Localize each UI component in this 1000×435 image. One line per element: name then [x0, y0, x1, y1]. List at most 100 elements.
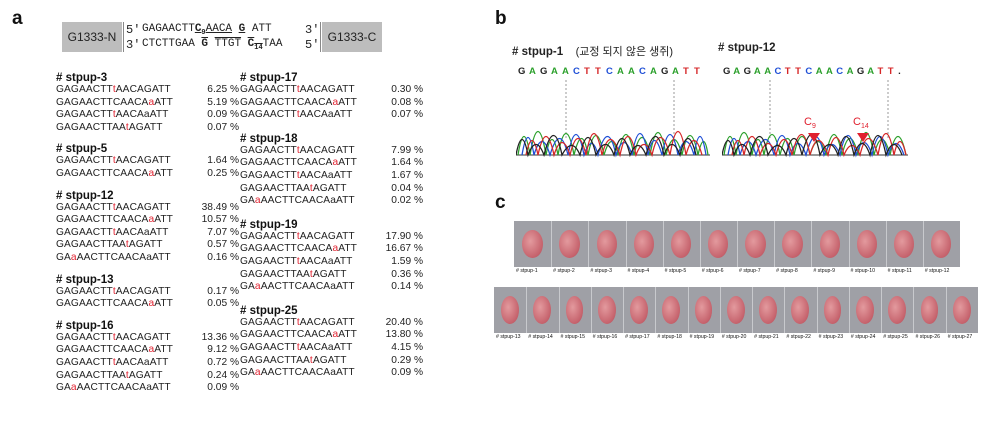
pup-photo: [759, 296, 777, 324]
pup-photo: [745, 230, 766, 258]
pup-label: # stpup-15: [560, 334, 586, 340]
allele-frequency: 0.36 %: [391, 268, 423, 280]
allele-row: GAaAACTTCAACAaATT 0.09 %: [56, 382, 241, 395]
pup-label: # stpup-16: [592, 334, 618, 340]
pup-labels-row-2: # stpup-13 # stpup-14 # stpup-15 # stpup-16…: [494, 334, 978, 342]
pup-photo: [920, 296, 939, 324]
top-5prime: 5': [126, 23, 141, 37]
group-title: # stpup-18: [240, 132, 298, 145]
pup-label: # stpup-1: [516, 268, 538, 274]
mutation-group: # stpup-5 GAGAACTTtAACAGATT 1.64 % GAGAACTT…: [56, 143, 241, 180]
allele-sequence: GAGAACTTCAACAaATT: [56, 167, 174, 179]
allele-frequency: 0.14 %: [391, 281, 423, 293]
top-strand-seq: GAGAACTTC9AACA G ATT: [142, 23, 272, 38]
allele-sequence: GAGAACTTAAtAGATT: [240, 182, 347, 194]
base-call: T: [683, 66, 689, 77]
allele-row: GAGAACTTAAtAGATT 0.29 %: [240, 355, 425, 368]
allele-frequency: 0.29 %: [391, 354, 423, 366]
pup-photo: [596, 230, 617, 258]
top-3prime: 3': [305, 23, 320, 37]
pup-photo: [823, 296, 842, 324]
base-call: A: [815, 66, 823, 77]
group-title: # stpup-13: [56, 273, 114, 286]
allele-row: GAGAACTTAAtAGATT 0.24 %: [56, 370, 241, 383]
group-title: # stpup-16: [56, 319, 114, 332]
allele-row: GAGAACTTtAACAaATT 7.07 %: [56, 227, 241, 240]
allele-sequence: GAaAACTTCAACAaATT: [240, 367, 355, 379]
base-call: .: [898, 66, 901, 77]
pup-photo: [893, 230, 915, 258]
allele-row: GAGAACTTtAACAGATT 1.64 %: [56, 155, 241, 168]
allele-frequency: 0.07 %: [207, 121, 239, 133]
allele-row: GAaAACTTCAACAaATT 0.16 %: [56, 252, 241, 265]
allele-sequence: GAGAACTTCAACAaATT: [56, 214, 174, 226]
allele-sequence: GAGAACTTtAACAGATT: [240, 316, 355, 328]
group-title: # stpup-12: [56, 189, 114, 202]
group-title: # stpup-3: [56, 72, 108, 84]
pup-label: # stpup-9: [813, 268, 835, 274]
allele-row: GAGAACTTCAACAaATT 1.64 %: [240, 157, 425, 170]
base-call: A: [617, 66, 624, 77]
groups-right-column: # stpup-17 GAGAACTTtAACAGATT 0.30 % GAGAACT…: [240, 72, 425, 391]
mutation-group: # stpup-16 GAGAACTTtAACAGATT 13.36 % GAGAAC…: [56, 320, 241, 395]
allele-frequency: 0.57 %: [207, 239, 239, 251]
base-call: C: [774, 66, 782, 77]
base-call: G: [540, 66, 548, 77]
allele-sequence: GAGAACTTtAACAGATT: [240, 144, 355, 156]
pup-photo-row-1: [514, 221, 960, 267]
allele-frequency: 1.64 %: [207, 155, 239, 167]
mutation-group: # stpup-13 GAGAACTTtAACAGATT 0.17 % GAGAACT…: [56, 274, 241, 311]
pup-photo: [533, 296, 552, 324]
allele-frequency: 0.16 %: [207, 251, 239, 263]
allele-row: GAGAACTTCAACAaATT 9.12 %: [56, 344, 241, 357]
allele-row: GAGAACTTtAACAGATT 17.90 %: [240, 231, 425, 244]
group-title: # stpup-5: [56, 143, 108, 156]
allele-frequency: 6.25 %: [207, 84, 239, 95]
allele-row: GAGAACTTtAACAGATT 38.49 %: [56, 202, 241, 215]
base-call: T: [584, 66, 590, 77]
allele-sequence: GAGAACTTCAACAaATT: [240, 96, 358, 108]
allele-row: GAGAACTTtAACAaATT 0.09 %: [56, 109, 241, 122]
pup-label: # stpup-11: [887, 268, 912, 274]
mutation-group: # stpup-17 GAGAACTTtAACAGATT 0.30 % GAGAACT…: [240, 72, 425, 122]
pup-photo: [501, 296, 519, 324]
allele-row: GAGAACTTAAtAGATT 0.04 %: [240, 183, 425, 196]
allele-sequence: GAGAACTTCAACAaATT: [56, 96, 174, 108]
base-call: A: [764, 66, 772, 77]
allele-sequence: GAGAACTTtAACAGATT: [56, 285, 171, 297]
pup-label: # stpup-17: [625, 334, 650, 340]
allele-row: GAGAACTTCAACAaATT 13.80 %: [240, 329, 425, 342]
pup-photo: [782, 230, 803, 258]
allele-frequency: 0.05 %: [207, 298, 239, 310]
base-call: T: [887, 66, 894, 77]
pup-photo: [819, 230, 840, 258]
pup-label: # stpup-7: [739, 268, 761, 274]
panel-b-letter: b: [495, 8, 507, 29]
allele-frequency: 7.07 %: [207, 226, 239, 238]
pup-photo: [694, 296, 713, 324]
base-call: A: [846, 66, 854, 77]
allele-frequency: 9.12 %: [207, 344, 239, 356]
allele-row: GAGAACTTCAACAaATT 5.19 %: [56, 97, 241, 110]
chromatogram-left-title: # stpup-1 (교정 되지 않은 생쥐): [512, 46, 674, 58]
allele-row: GAGAACTTtAACAGATT 20.40 %: [240, 317, 425, 330]
pup-label: # stpup-18: [657, 334, 682, 340]
allele-sequence: GAGAACTTCAACAaATT: [56, 344, 174, 356]
allele-frequency: 13.80 %: [385, 329, 423, 341]
allele-sequence: GAGAACTTtAACAGATT: [56, 331, 171, 343]
panel-a-letter: a: [12, 8, 23, 29]
allele-frequency: 13.36 %: [201, 331, 239, 343]
pup-label: # stpup-25: [883, 334, 908, 340]
allele-frequency: 38.49 %: [201, 201, 239, 213]
allele-sequence: GAGAACTTAAtAGATT: [240, 268, 347, 280]
allele-frequency: 1.64 %: [391, 157, 423, 169]
base-call: A: [867, 66, 875, 77]
allele-row: GAGAACTTtAACAGATT 13.36 %: [56, 332, 241, 345]
base-call: A: [628, 66, 635, 77]
allele-row: GAGAACTTCAACAaATT 16.67 %: [240, 243, 425, 256]
allele-frequency: 16.67 %: [385, 243, 423, 255]
allele-sequence: GAGAACTTtAACAGATT: [240, 84, 355, 95]
allele-frequency: 1.59 %: [391, 255, 423, 267]
